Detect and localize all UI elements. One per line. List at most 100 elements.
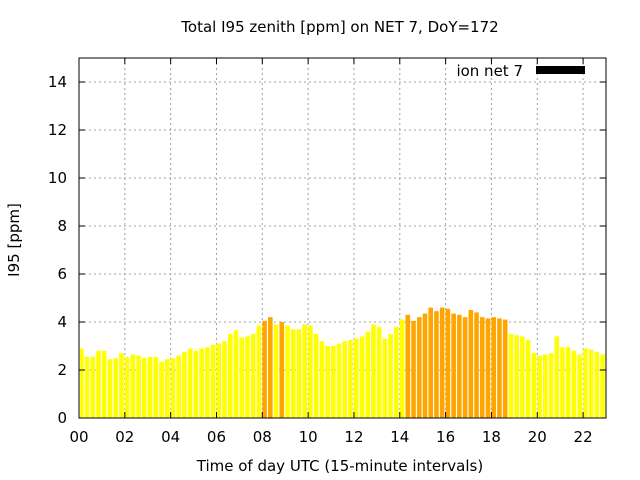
bar: [468, 310, 474, 418]
bar: [216, 343, 222, 418]
bar: [256, 325, 262, 418]
bar: [560, 347, 565, 418]
bar: [80, 348, 84, 418]
bar: [153, 356, 159, 418]
x-tick-label: 22: [574, 428, 593, 446]
bar: [525, 340, 531, 418]
bar: [491, 317, 497, 418]
x-tick-label: 02: [115, 428, 134, 446]
bar: [376, 326, 382, 418]
bar: [548, 353, 554, 418]
bar: [571, 350, 577, 418]
x-tick-label: 20: [528, 428, 547, 446]
bar: [416, 317, 422, 418]
bar: [227, 334, 233, 418]
bar: [336, 343, 342, 418]
bar: [451, 313, 456, 418]
bar: [147, 356, 153, 418]
y-tick-label: 12: [48, 121, 67, 139]
bar: [142, 358, 147, 418]
bar: [107, 359, 113, 418]
x-axis-label: Time of day UTC (15-minute intervals): [196, 457, 483, 475]
bar: [101, 350, 107, 418]
bar: [279, 322, 285, 418]
x-tick-label: 06: [207, 428, 226, 446]
y-tick-label: 2: [57, 361, 67, 379]
bar: [182, 352, 187, 418]
bar: [588, 349, 594, 418]
bar: [445, 308, 451, 418]
x-tick-label: 10: [299, 428, 318, 446]
bar: [342, 341, 348, 418]
bars: [80, 307, 605, 418]
legend: ion net 7: [456, 62, 585, 80]
bar: [205, 347, 210, 418]
bar: [565, 347, 571, 418]
bar: [268, 317, 273, 418]
bar: [382, 338, 388, 418]
bar: [193, 350, 199, 418]
bar: [331, 346, 336, 418]
x-tick-label: 04: [161, 428, 180, 446]
bar: [187, 348, 193, 418]
y-tick-label: 0: [57, 409, 67, 427]
bar: [508, 334, 514, 418]
bar: [353, 338, 359, 418]
x-tick-label: 08: [253, 428, 272, 446]
legend-swatch: [536, 66, 585, 74]
bar: [130, 354, 136, 418]
bar: [359, 336, 365, 418]
chart-title: Total I95 zenith [ppm] on NET 7, DoY=172: [180, 18, 498, 36]
bar: [90, 356, 96, 418]
bar: [479, 317, 485, 418]
bar: [365, 331, 370, 418]
bar: [96, 350, 101, 418]
bar: [502, 319, 508, 418]
bar: [250, 334, 256, 418]
bar: [124, 356, 130, 418]
bar: [428, 307, 434, 418]
x-tick-label: 14: [390, 428, 409, 446]
bar: [399, 319, 405, 418]
bar: [285, 325, 290, 418]
bar: [222, 341, 227, 418]
bar: [210, 344, 216, 418]
bar: [394, 326, 399, 418]
bar: [583, 348, 588, 418]
bar: [199, 348, 204, 418]
bar: [474, 312, 479, 418]
bar: [457, 314, 462, 418]
bar: [542, 354, 548, 418]
bar: [520, 336, 525, 418]
bar: [439, 307, 445, 418]
bar: [170, 358, 176, 418]
bar: [411, 320, 416, 418]
bar: [239, 337, 244, 418]
bar: [290, 329, 296, 418]
y-tick-label: 6: [57, 265, 67, 283]
bar: [462, 317, 468, 418]
x-tick-label: 18: [482, 428, 501, 446]
bar: [113, 358, 118, 418]
bar: [325, 346, 330, 418]
x-tick-label: 12: [344, 428, 363, 446]
bar: [514, 335, 519, 418]
bar: [245, 336, 250, 418]
y-tick-label: 4: [57, 313, 67, 331]
bar: [537, 355, 542, 418]
bar: [319, 341, 325, 418]
plot-frame: [78, 57, 607, 419]
bar: [594, 352, 600, 418]
y-tick-label: 10: [48, 169, 67, 187]
bar: [600, 354, 605, 418]
bar: [296, 329, 302, 418]
bar: [233, 330, 239, 418]
bar: [554, 336, 560, 418]
bar: [273, 324, 279, 418]
bar: [405, 314, 411, 418]
y-tick-label: 8: [57, 217, 67, 235]
x-tick-label: 00: [69, 428, 88, 446]
bar: [531, 353, 537, 418]
bar: [84, 356, 90, 418]
